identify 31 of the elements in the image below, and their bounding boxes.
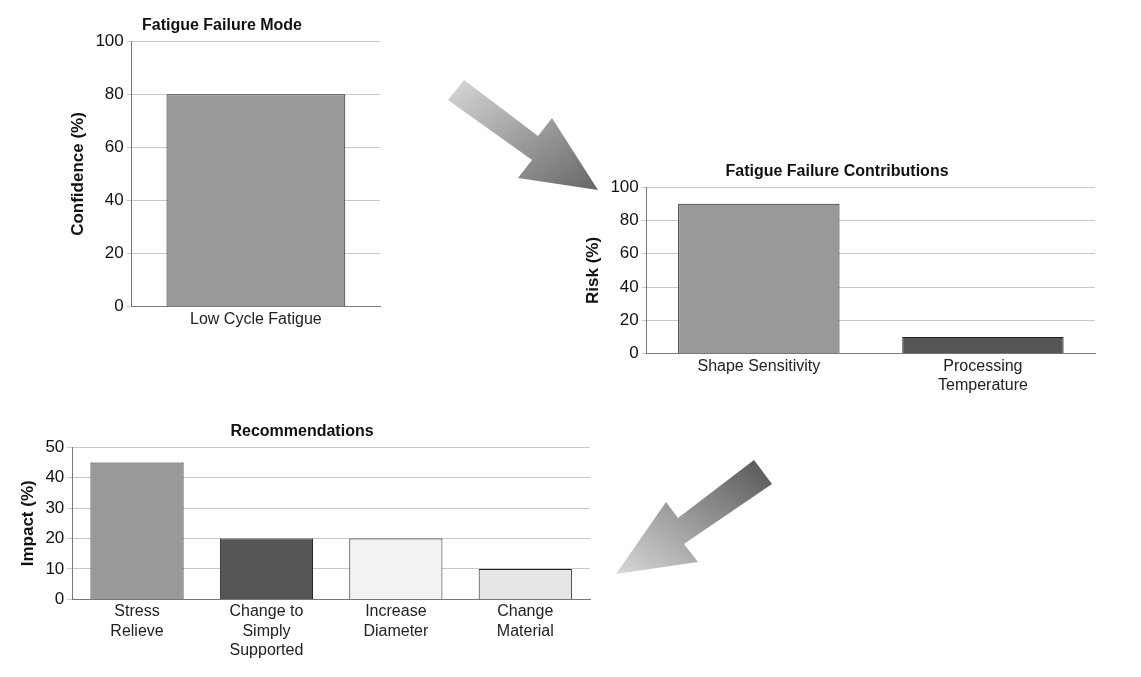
x-tick-label: Processing Temperature [938,356,1028,393]
x-tick-label: Shape Sensitivity [697,356,821,374]
y-tick-label: 80 [619,210,639,230]
x-tick-label: Change to Simply Supported [229,602,304,658]
y-tick-label: 10 [45,558,65,578]
y-tick-label: 50 [45,436,65,456]
y-axis-title: Confidence (%) [67,112,87,236]
chart-title: Fatigue Failure Contributions [725,162,949,180]
x-tick-label: Change Material [496,602,554,639]
x-tick-label: Stress Relieve [110,602,164,639]
y-axis-title: Risk (%) [582,236,602,304]
y-tick-label: 0 [54,589,65,609]
y-tick-label: 60 [104,137,124,157]
y-tick-label: 20 [104,243,124,263]
y-tick-label: 0 [114,296,124,316]
y-tick-label: 40 [104,190,124,210]
y-tick-label: 40 [619,276,639,296]
y-tick-label: 100 [610,176,639,196]
chart-title: Fatigue Failure Mode [141,16,303,34]
x-tick-label: Increase Diameter [363,602,429,639]
y-tick-label: 40 [45,467,65,487]
y-tick-label: 20 [45,528,65,548]
y-tick-label: 20 [619,310,639,330]
y-tick-label: 100 [95,30,124,50]
y-tick-label: 0 [629,343,639,363]
y-tick-label: 30 [45,497,65,517]
y-axis-title: Impact (%) [17,480,37,567]
y-tick-label: 60 [619,243,639,263]
y-tick-label: 80 [104,84,124,104]
chart-title: Recommendations [230,422,374,440]
x-tick-label: Low Cycle Fatigue [190,309,322,327]
